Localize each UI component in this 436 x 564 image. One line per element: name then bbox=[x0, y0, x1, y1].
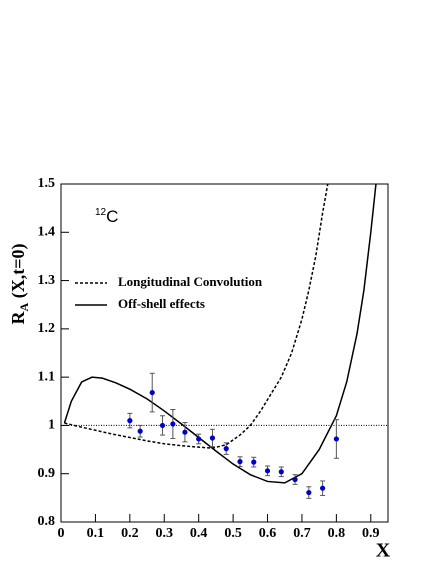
annotation: 12C bbox=[95, 207, 118, 227]
x-tick-label: 0.1 bbox=[87, 526, 105, 541]
data-point bbox=[333, 436, 339, 442]
annotation-sup: 12 bbox=[95, 207, 107, 218]
x-tick-label: 0.9 bbox=[362, 526, 380, 541]
x-tick-label: 0.6 bbox=[259, 526, 277, 541]
data-point bbox=[196, 436, 202, 442]
data-point bbox=[137, 428, 143, 434]
y-tick-label: 1.1 bbox=[38, 369, 56, 384]
y-tick-label: 1.3 bbox=[38, 273, 56, 288]
data-point bbox=[278, 469, 284, 475]
y-label-rest: (X,t=0) bbox=[8, 244, 29, 303]
x-tick-label: 0.8 bbox=[328, 526, 346, 541]
legend-label: Off-shell effects bbox=[118, 296, 205, 311]
data-point bbox=[149, 389, 155, 396]
y-tick-label: 0.8 bbox=[38, 514, 56, 529]
plot-frame bbox=[60, 183, 389, 523]
y-label-sub: A bbox=[17, 302, 31, 311]
data-point bbox=[292, 476, 298, 483]
data-point bbox=[251, 459, 257, 465]
y-tick-label: 1.4 bbox=[38, 225, 56, 240]
x-tick-label: 0 bbox=[58, 526, 65, 541]
y-tick-label: 1.5 bbox=[38, 176, 56, 191]
data-point bbox=[170, 421, 176, 427]
x-tick-label: 0.3 bbox=[156, 526, 174, 541]
data-point bbox=[264, 468, 271, 474]
series-line bbox=[64, 183, 329, 449]
x-tick-label: 0.5 bbox=[224, 526, 242, 541]
data-point bbox=[223, 446, 229, 452]
annotation-text: C bbox=[106, 207, 118, 226]
data-point bbox=[306, 489, 312, 496]
data-point bbox=[209, 435, 216, 441]
y-axis-label: RA (X,t=0) bbox=[8, 244, 31, 325]
data-point bbox=[237, 459, 243, 465]
series-line bbox=[63, 183, 377, 484]
data-point bbox=[182, 429, 188, 435]
x-tick-label: 0.2 bbox=[121, 526, 139, 541]
legend-label: Longitudinal Convolution bbox=[118, 274, 263, 289]
data-point bbox=[159, 422, 166, 429]
y-tick-label: 0.9 bbox=[38, 466, 56, 481]
x-axis-label: X bbox=[376, 540, 391, 562]
x-tick-label: 0.7 bbox=[293, 526, 311, 541]
y-tick-label: 1.2 bbox=[38, 321, 56, 336]
data-point bbox=[320, 485, 326, 491]
y-tick-label: 1 bbox=[48, 418, 55, 433]
x-tick-label: 0.4 bbox=[190, 526, 208, 541]
data-point bbox=[127, 418, 133, 424]
y-label-main: R bbox=[8, 310, 28, 324]
